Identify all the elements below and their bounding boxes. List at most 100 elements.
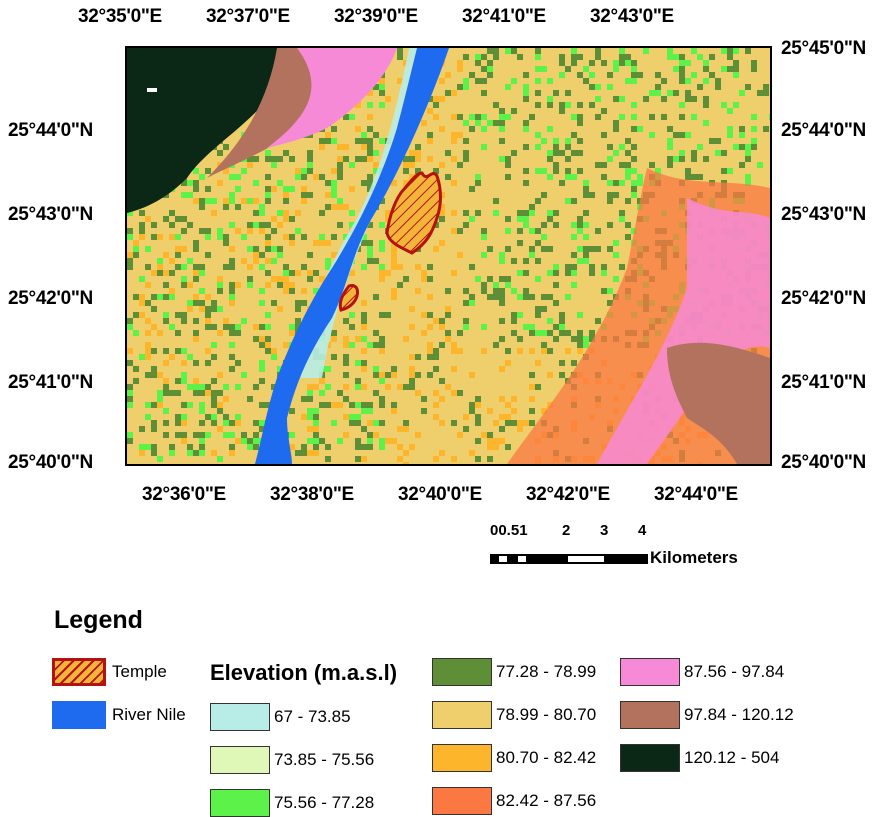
terrain-cell xyxy=(127,264,133,270)
terrain-cell xyxy=(433,276,439,282)
terrain-cell xyxy=(199,450,205,456)
terrain-cell xyxy=(505,96,511,102)
terrain-cell xyxy=(379,90,385,96)
terrain-cell xyxy=(175,312,181,318)
terrain-cell xyxy=(391,294,397,300)
terrain-cell xyxy=(217,276,223,282)
terrain-cell xyxy=(211,354,217,360)
terrain-cell xyxy=(139,450,145,456)
terrain-cell xyxy=(361,384,367,390)
terrain-cell xyxy=(577,222,583,228)
terrain-cell xyxy=(355,336,361,342)
terrain-cell xyxy=(301,300,307,306)
terrain-cell xyxy=(733,144,739,150)
terrain-cell xyxy=(625,174,631,180)
terrain-cell xyxy=(733,60,739,66)
terrain-cell xyxy=(271,348,277,354)
terrain-cell xyxy=(337,162,343,168)
terrain-cell xyxy=(691,150,697,156)
terrain-cell xyxy=(181,378,187,384)
scale-segment xyxy=(518,556,526,562)
terrain-cell xyxy=(499,126,505,132)
terrain-cell xyxy=(247,156,253,162)
terrain-cell xyxy=(235,420,241,426)
terrain-cell xyxy=(343,318,349,324)
terrain-cell xyxy=(145,402,151,408)
terrain-cell xyxy=(553,270,559,276)
terrain-cell xyxy=(529,408,535,414)
terrain-cell xyxy=(589,102,595,108)
terrain-cell xyxy=(379,264,385,270)
terrain-cell xyxy=(541,330,547,336)
terrain-cell xyxy=(451,198,457,204)
terrain-cell xyxy=(487,246,493,252)
terrain-cell xyxy=(553,210,559,216)
terrain-cell xyxy=(145,300,151,306)
terrain-cell xyxy=(607,144,613,150)
terrain-cell xyxy=(265,246,271,252)
terrain-cell xyxy=(607,84,613,90)
terrain-cell xyxy=(523,288,529,294)
terrain-cell xyxy=(307,396,313,402)
terrain-cell xyxy=(499,288,505,294)
terrain-cell xyxy=(151,402,157,408)
terrain-cell xyxy=(193,360,199,366)
terrain-cell xyxy=(133,294,139,300)
terrain-cell xyxy=(421,312,427,318)
terrain-cell xyxy=(313,240,319,246)
terrain-cell xyxy=(259,204,265,210)
terrain-cell xyxy=(127,258,133,264)
terrain-cell xyxy=(577,228,583,234)
terrain-cell xyxy=(307,252,313,258)
terrain-cell xyxy=(673,66,679,72)
terrain-cell xyxy=(223,168,229,174)
terrain-cell xyxy=(475,114,481,120)
terrain-cell xyxy=(373,132,379,138)
terrain-cell xyxy=(679,60,685,66)
terrain-cell xyxy=(169,258,175,264)
terrain-cell xyxy=(733,48,739,54)
terrain-cell xyxy=(289,240,295,246)
terrain-cell xyxy=(703,156,709,162)
elevation-map[interactable] xyxy=(125,46,772,466)
terrain-cell xyxy=(397,426,403,432)
terrain-cell xyxy=(139,354,145,360)
terrain-cell xyxy=(295,306,301,312)
terrain-cell xyxy=(439,78,445,84)
terrain-cell xyxy=(451,156,457,162)
lon-tick-bottom: 32°36'0"E xyxy=(142,484,226,505)
terrain-cell xyxy=(361,444,367,450)
terrain-cell xyxy=(577,318,583,324)
terrain-cell xyxy=(235,174,241,180)
terrain-cell xyxy=(247,282,253,288)
terrain-cell xyxy=(571,360,577,366)
terrain-cell xyxy=(577,342,583,348)
terrain-cell xyxy=(631,192,637,198)
terrain-cell xyxy=(463,318,469,324)
terrain-cell xyxy=(559,102,565,108)
terrain-cell xyxy=(661,114,667,120)
terrain-cell xyxy=(289,432,295,438)
terrain-cell xyxy=(421,276,427,282)
terrain-cell xyxy=(451,252,457,258)
terrain-cell xyxy=(343,156,349,162)
terrain-cell xyxy=(595,162,601,168)
terrain-cell xyxy=(481,348,487,354)
terrain-cell xyxy=(283,282,289,288)
terrain-cell xyxy=(565,348,571,354)
terrain-cell xyxy=(349,186,355,192)
terrain-cell xyxy=(613,276,619,282)
terrain-cell xyxy=(145,372,151,378)
terrain-cell xyxy=(265,198,271,204)
terrain-cell xyxy=(523,84,529,90)
terrain-cell xyxy=(343,384,349,390)
terrain-cell xyxy=(703,102,709,108)
terrain-cell xyxy=(649,90,655,96)
lat-tick-right: 25°43'0"N xyxy=(781,204,866,225)
terrain-cell xyxy=(193,318,199,324)
terrain-cell xyxy=(631,186,637,192)
terrain-cell xyxy=(253,252,259,258)
terrain-cell xyxy=(241,168,247,174)
terrain-cell xyxy=(463,300,469,306)
terrain-cell xyxy=(463,138,469,144)
